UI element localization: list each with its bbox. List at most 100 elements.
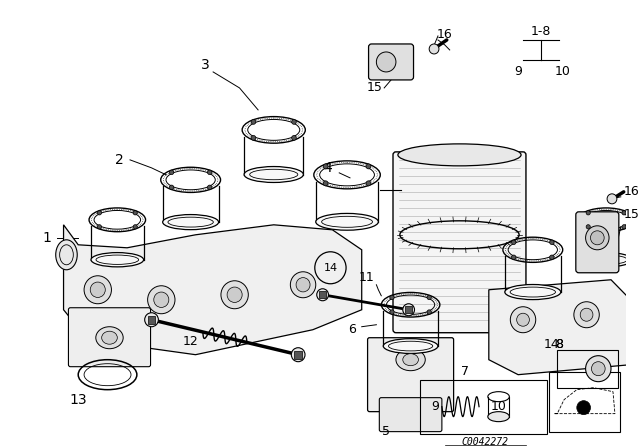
Ellipse shape	[591, 231, 604, 245]
Circle shape	[292, 120, 296, 124]
Circle shape	[84, 276, 111, 304]
Circle shape	[317, 289, 328, 301]
Text: 12: 12	[183, 335, 198, 348]
Ellipse shape	[396, 349, 425, 370]
Text: 3: 3	[201, 58, 210, 72]
Circle shape	[550, 255, 554, 259]
Bar	[420, 379, 547, 434]
Circle shape	[403, 304, 415, 316]
Circle shape	[97, 225, 102, 229]
Ellipse shape	[96, 327, 123, 349]
FancyBboxPatch shape	[380, 398, 442, 431]
FancyBboxPatch shape	[393, 152, 526, 333]
Circle shape	[291, 272, 316, 298]
Circle shape	[607, 194, 617, 204]
Bar	[405, 306, 412, 313]
Circle shape	[591, 362, 605, 376]
Text: 5: 5	[382, 425, 390, 438]
Circle shape	[586, 356, 611, 382]
Circle shape	[221, 281, 248, 309]
Ellipse shape	[488, 412, 509, 422]
Polygon shape	[489, 280, 630, 375]
Bar	[294, 351, 302, 359]
Text: 2: 2	[115, 153, 124, 167]
Circle shape	[207, 170, 212, 175]
Circle shape	[296, 278, 310, 292]
Circle shape	[251, 135, 256, 140]
Ellipse shape	[403, 354, 419, 366]
Circle shape	[427, 310, 431, 314]
Bar	[319, 291, 326, 298]
Text: 14: 14	[323, 263, 337, 273]
Ellipse shape	[163, 215, 219, 230]
Text: 10: 10	[491, 400, 506, 413]
Circle shape	[133, 211, 138, 215]
Circle shape	[148, 286, 175, 314]
Circle shape	[170, 185, 173, 190]
Polygon shape	[63, 225, 362, 355]
Text: 10: 10	[554, 65, 570, 78]
Circle shape	[510, 307, 536, 333]
Circle shape	[291, 348, 305, 362]
Circle shape	[145, 313, 158, 327]
Circle shape	[580, 308, 593, 321]
Circle shape	[133, 225, 138, 229]
Ellipse shape	[244, 167, 303, 182]
Circle shape	[90, 282, 106, 297]
Bar	[557, 350, 618, 388]
Bar	[148, 316, 156, 324]
Text: 4: 4	[323, 161, 332, 175]
FancyBboxPatch shape	[68, 308, 150, 367]
Text: 1: 1	[42, 231, 51, 245]
Text: 7: 7	[461, 365, 469, 378]
Ellipse shape	[316, 213, 378, 230]
FancyBboxPatch shape	[576, 212, 619, 273]
Text: 8: 8	[555, 338, 563, 351]
Ellipse shape	[56, 240, 77, 270]
Text: 13: 13	[69, 392, 87, 407]
Text: 16: 16	[437, 29, 452, 42]
Ellipse shape	[383, 339, 438, 353]
Circle shape	[154, 292, 169, 307]
Circle shape	[366, 164, 371, 169]
Text: 15: 15	[367, 82, 382, 95]
Circle shape	[251, 120, 256, 124]
Text: 6: 6	[348, 323, 356, 336]
FancyBboxPatch shape	[367, 338, 454, 412]
Text: 11: 11	[359, 271, 374, 284]
Ellipse shape	[586, 226, 609, 250]
Circle shape	[207, 185, 212, 190]
Circle shape	[292, 135, 296, 140]
Circle shape	[429, 44, 439, 54]
Circle shape	[511, 240, 516, 245]
Circle shape	[323, 181, 328, 186]
Circle shape	[511, 255, 516, 259]
Circle shape	[390, 295, 394, 300]
Text: 1-8: 1-8	[531, 26, 551, 39]
Text: 9: 9	[514, 65, 522, 78]
Circle shape	[516, 313, 529, 326]
Text: 15: 15	[624, 208, 639, 221]
Circle shape	[586, 211, 590, 215]
Circle shape	[577, 401, 591, 415]
Text: 16: 16	[624, 185, 639, 198]
Circle shape	[622, 225, 626, 229]
Bar	[549, 372, 620, 431]
Circle shape	[97, 211, 102, 215]
Text: 9: 9	[431, 400, 439, 413]
Ellipse shape	[91, 253, 143, 267]
Text: 14: 14	[543, 338, 559, 351]
Ellipse shape	[398, 144, 521, 166]
Circle shape	[323, 164, 328, 169]
Circle shape	[550, 240, 554, 245]
Ellipse shape	[102, 331, 117, 344]
FancyBboxPatch shape	[369, 44, 413, 80]
Ellipse shape	[376, 52, 396, 72]
Ellipse shape	[505, 284, 561, 300]
Text: 8: 8	[555, 338, 563, 351]
Text: C0042272: C0042272	[461, 437, 508, 447]
Circle shape	[574, 302, 599, 328]
Ellipse shape	[580, 253, 632, 267]
Circle shape	[390, 310, 394, 314]
Circle shape	[427, 295, 431, 300]
